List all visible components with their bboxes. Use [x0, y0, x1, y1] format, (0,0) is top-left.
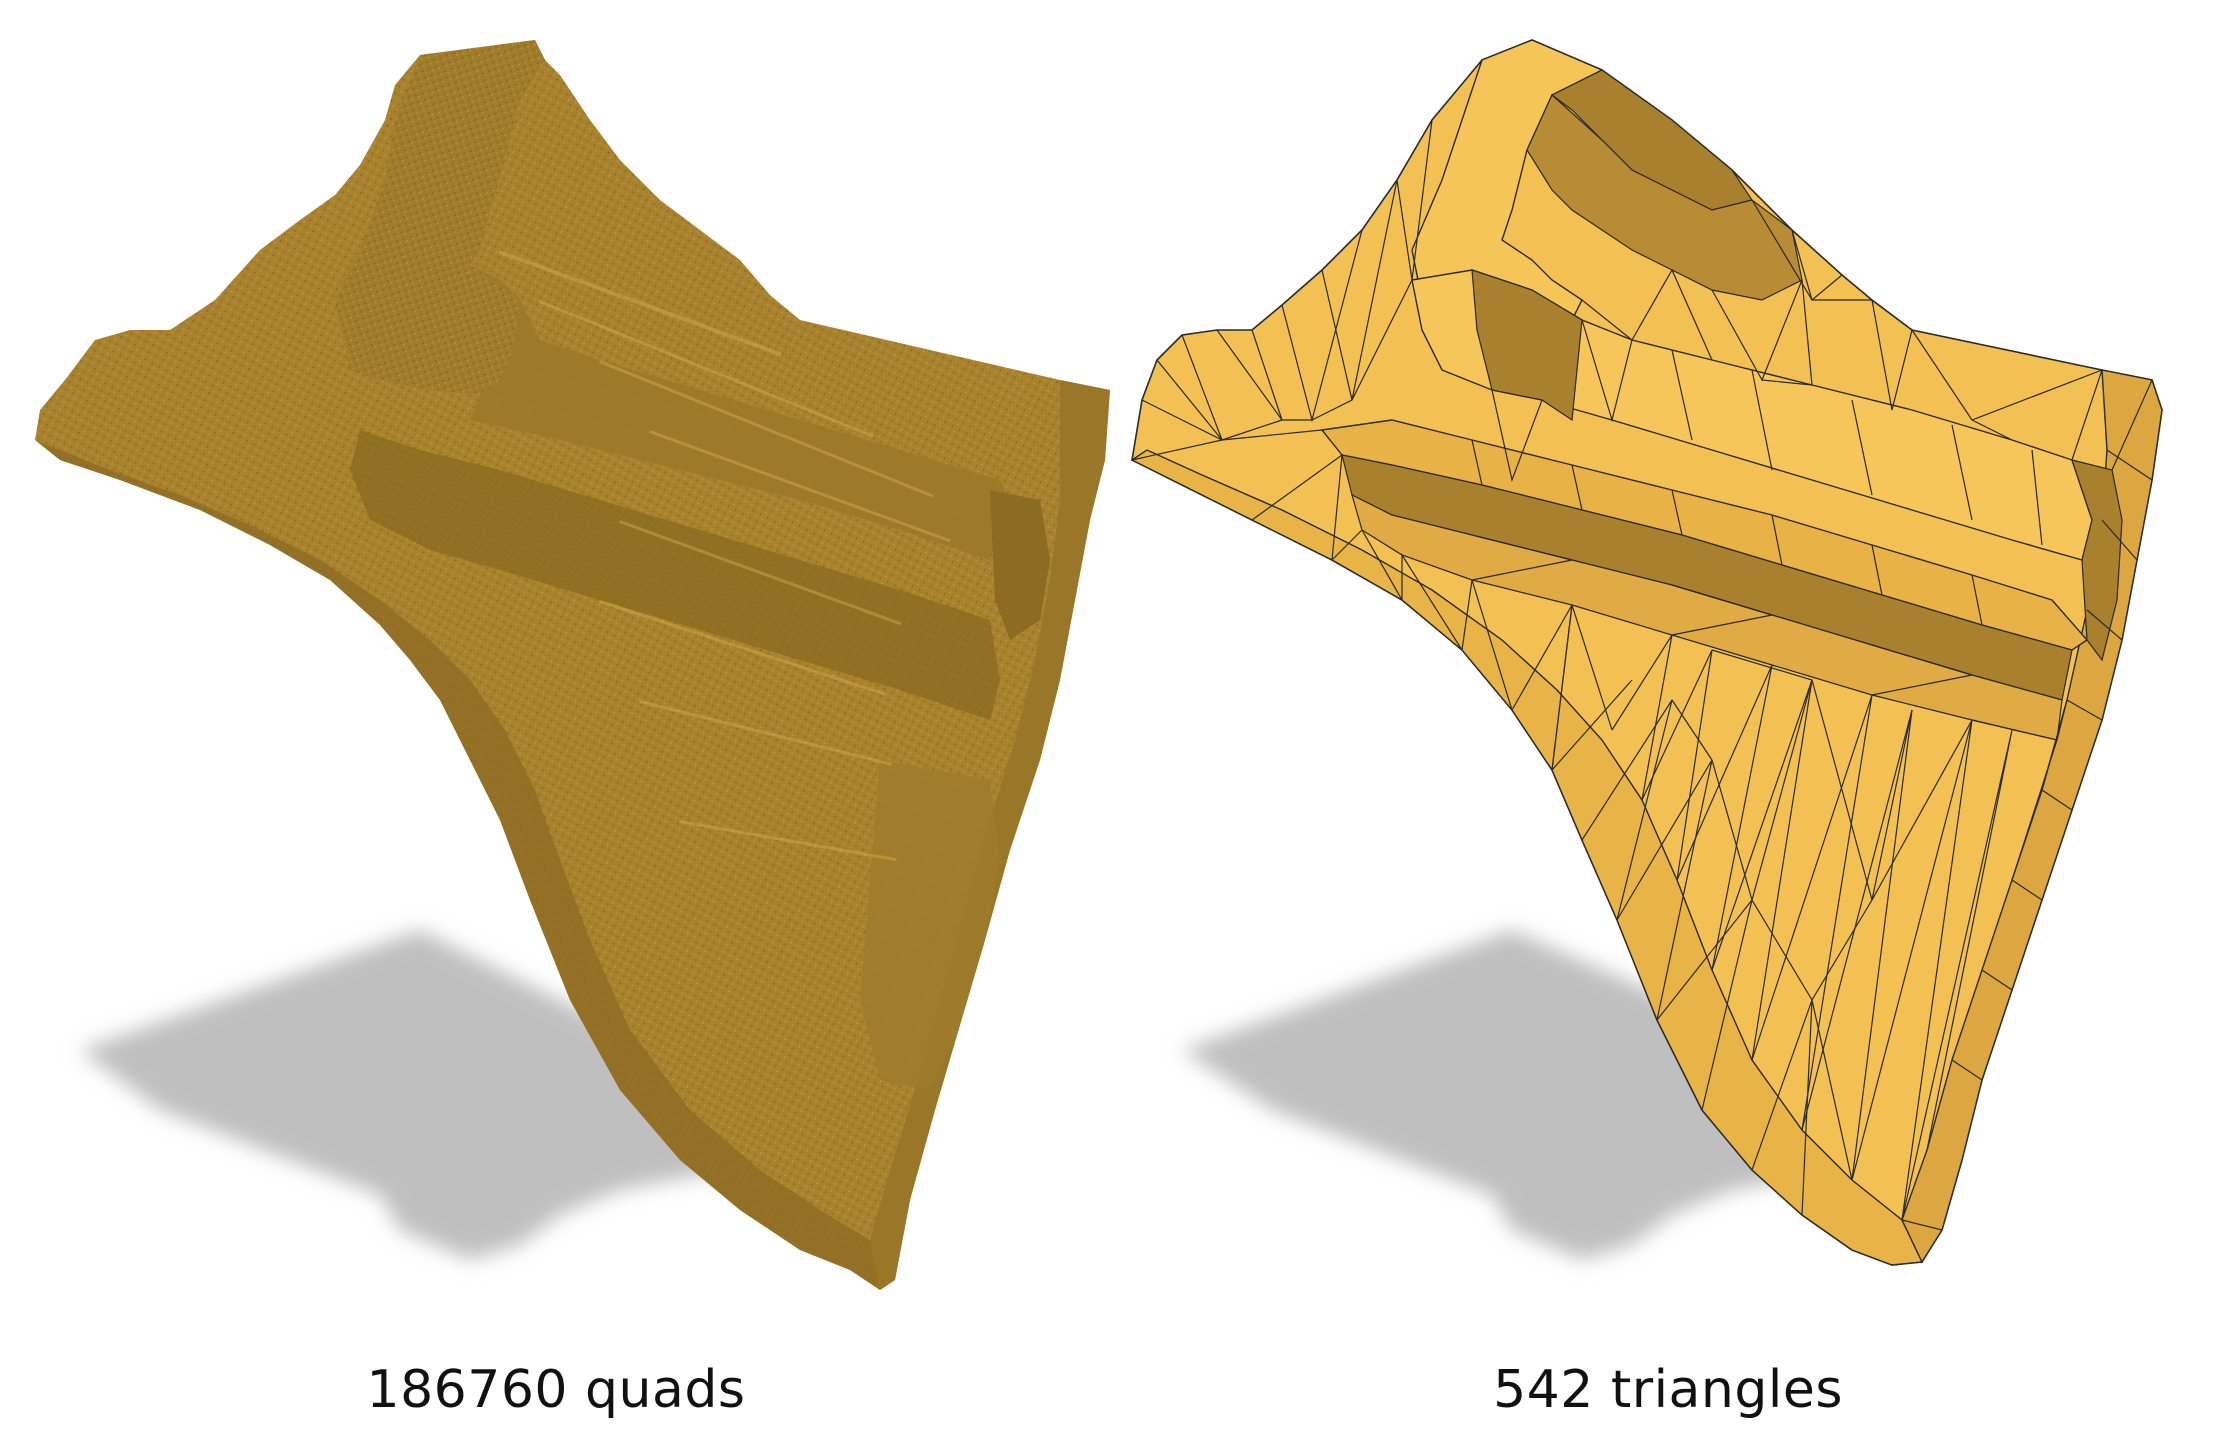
quad-mesh-back-wall — [335, 40, 545, 395]
voxel-highlights — [498, 250, 951, 862]
triangle-mesh-inner-wall — [1526, 94, 1803, 301]
quad-mesh-step-1 — [470, 265, 1010, 560]
panel-quad-mesh: 186760 quads — [35, 40, 1110, 1420]
quad-count-caption: 186760 quads — [366, 1360, 746, 1420]
quad-mesh-slot — [350, 430, 1000, 720]
triangle-mesh-render — [1130, 39, 2163, 1266]
triangle-count-caption: 542 triangles — [1493, 1360, 1843, 1420]
quad-mesh-lower-step — [860, 760, 1000, 1090]
quad-mesh-body — [35, 40, 1110, 1290]
panel-triangle-mesh: 542 triangles — [1112, 0, 2224, 1444]
ground-shadow — [1182, 930, 1892, 1260]
quad-mesh-ledge — [990, 490, 1050, 640]
quad-mesh-front-face — [35, 440, 880, 1290]
triangle-mesh-ledge — [2071, 459, 2123, 662]
triangle-mesh-step-side — [1471, 269, 1583, 422]
triangle-edges — [1131, 119, 2153, 1231]
ground-shadow — [80, 930, 780, 1260]
quad-mesh-render — [35, 40, 1110, 1290]
